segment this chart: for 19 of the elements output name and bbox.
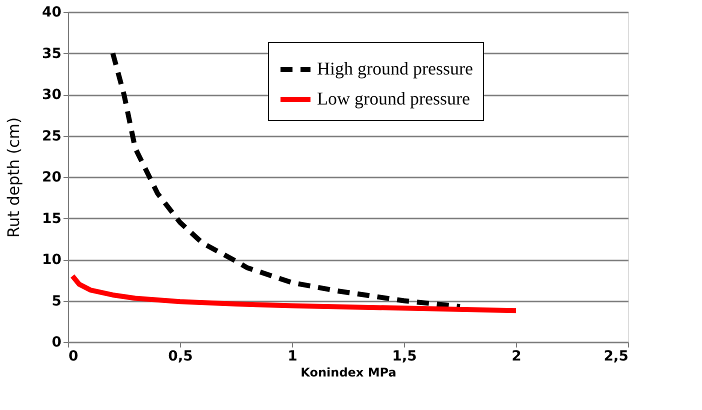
x-tick-label: 0 xyxy=(68,348,78,364)
legend-label: Low ground pressure xyxy=(317,88,470,108)
y-tick-label: 10 xyxy=(42,252,62,268)
y-tick-label: 40 xyxy=(42,4,62,20)
x-tick-label: 1 xyxy=(288,348,298,364)
y-tick-label: 20 xyxy=(42,170,62,186)
legend-label: High ground pressure xyxy=(317,58,473,78)
x-tick-label: 1,5 xyxy=(392,348,417,364)
x-tick-label: 2,5 xyxy=(604,348,628,364)
y-tick-label: 25 xyxy=(42,128,62,144)
y-tick-label: 35 xyxy=(42,46,62,62)
y-tick-label: 5 xyxy=(52,293,62,310)
y-tick-label: 15 xyxy=(42,210,62,227)
y-tick-label: 30 xyxy=(42,87,62,103)
x-axis-title: Konindex MPa xyxy=(300,366,396,380)
y-axis-title: Rut depth (cm) xyxy=(4,117,24,238)
x-tick-label: 0,5 xyxy=(168,348,193,364)
y-tick-label: 0 xyxy=(52,334,62,350)
x-tick-label: 2 xyxy=(512,348,522,364)
